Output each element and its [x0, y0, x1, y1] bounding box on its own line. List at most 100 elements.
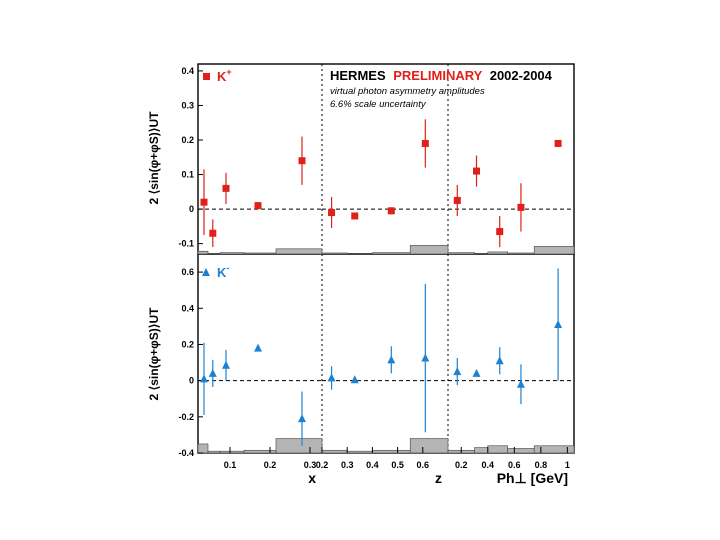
p6-systematic-band: [487, 445, 508, 454]
p3-systematic-band: [474, 253, 489, 255]
p3-data-point: [554, 139, 562, 147]
p4-y-tick-label: 0.4: [181, 303, 194, 313]
p4-y-tick-label: 0.6: [181, 267, 194, 277]
p3-systematic-band: [507, 252, 535, 255]
p6-x-tick-label: 0.2: [455, 460, 468, 470]
p6-systematic-band: [533, 445, 575, 454]
p4-systematic-band: [207, 450, 221, 454]
p4-data-point: [208, 368, 217, 377]
p1-data-point: [298, 157, 306, 165]
p4-y-tick-label: -0.4: [178, 448, 194, 458]
p6-data-point: [554, 320, 563, 329]
p4-y-tick-label: 0: [189, 376, 194, 386]
legend-kplus-label: K+: [217, 67, 232, 84]
header-line: HERMES PRELIMINARY 2002-2004: [330, 68, 553, 83]
p5-x-axis-label: z: [435, 470, 442, 486]
p1-data-point: [222, 184, 230, 192]
p1-data-point: [200, 198, 208, 206]
p4-data-point: [200, 374, 208, 383]
p4-data-point: [222, 360, 230, 369]
p4-y-tick-label: -0.2: [178, 412, 194, 422]
p5-x-tick-label: 0.3: [341, 460, 354, 470]
p5-systematic-band: [372, 449, 411, 454]
p3-data-point: [517, 203, 525, 211]
p4-systematic-band: [243, 449, 277, 454]
p5-systematic-band: [346, 450, 373, 454]
header-years: 2002-2004: [490, 68, 553, 83]
legend-kminus-marker: [202, 268, 210, 276]
p5-data-point: [421, 353, 430, 362]
p4-x-axis-label: x: [308, 470, 316, 486]
p2-systematic-band: [409, 245, 449, 255]
legend-kplus-sup: +: [226, 67, 231, 77]
p1-y-tick-label: 0.1: [181, 170, 194, 180]
p3-data-point: [473, 167, 481, 175]
p4-systematic-band: [219, 450, 245, 454]
header-note-amplitudes: virtual photon asymmetry amplitudes: [330, 86, 485, 97]
p4-data-point: [298, 414, 306, 423]
p2-data-point: [328, 209, 336, 217]
p3-systematic-band: [447, 252, 475, 255]
p6-x-tick-label: 0.4: [482, 460, 495, 470]
p1-y-tick-label: 0.2: [181, 135, 194, 145]
p2-systematic-band: [372, 252, 411, 255]
p6-x-tick-label: 0.6: [508, 460, 521, 470]
legend-kminus-label: K-: [217, 263, 229, 280]
p6-systematic-band: [474, 447, 489, 454]
legend-kminus-sup: -: [226, 263, 229, 273]
p4-data-point: [254, 343, 262, 352]
p5-data-point: [350, 375, 359, 384]
p1-y-tick-label: 0.4: [181, 66, 194, 76]
p2-systematic-band: [321, 252, 348, 255]
p1-data-point: [209, 229, 217, 237]
p1-systematic-band: [207, 253, 221, 255]
p5-systematic-band: [409, 438, 449, 454]
legend-kminus-base: K: [217, 265, 227, 280]
p4-systematic-band: [275, 438, 323, 454]
p6-data-point: [472, 368, 481, 377]
p3-systematic-band: [487, 251, 508, 255]
p6-systematic-band: [507, 448, 535, 454]
p6-data-point: [453, 367, 462, 376]
p1-y-tick-label: 0: [189, 204, 194, 214]
p6-x-axis-label: Ph⊥ [GeV]: [497, 470, 568, 486]
p1-systematic-band: [243, 252, 277, 255]
p2-data-point: [421, 139, 429, 147]
p4-x-tick-label: 0.2: [264, 460, 277, 470]
p1-systematic-band: [275, 248, 323, 255]
p1-systematic-band: [197, 250, 209, 255]
p3-data-point: [496, 228, 504, 236]
p5-data-point: [327, 373, 336, 382]
header-experiment: HERMES: [330, 68, 386, 83]
p5-x-tick-label: 0.5: [391, 460, 404, 470]
p4-x-tick-label: 0.3: [304, 460, 317, 470]
p3-systematic-band: [533, 246, 575, 255]
p1-y-tick-label: 0.3: [181, 100, 194, 110]
header-note-scale: 6.6% scale uncertainty: [330, 99, 427, 110]
legend-kplus-base: K: [217, 69, 227, 84]
p6-data-point: [495, 356, 504, 365]
p5-data-point: [387, 355, 396, 364]
p4-x-tick-label: 0.1: [224, 460, 237, 470]
p5-systematic-band: [321, 449, 348, 454]
p6-data-point: [516, 379, 525, 388]
p1-y-tick-label: -0.1: [178, 239, 194, 249]
legend-kplus-marker: [203, 73, 210, 80]
bottom-plot-frame: [197, 253, 575, 454]
bottom-y-axis-label: 2 ⟨sin(φ+φS)⟩UT: [147, 307, 161, 401]
p3-data-point: [453, 196, 461, 204]
top-y-axis-label: 2 ⟨sin(φ+φS)⟩UT: [147, 111, 161, 205]
p5-x-tick-label: 0.2: [316, 460, 329, 470]
p1-systematic-band: [219, 252, 245, 255]
p5-x-tick-label: 0.6: [417, 460, 430, 470]
p1-data-point: [254, 202, 262, 210]
p5-x-tick-label: 0.4: [366, 460, 379, 470]
header-preliminary: PRELIMINARY: [393, 68, 482, 83]
p6-x-tick-label: 0.8: [535, 460, 548, 470]
p2-data-point: [387, 207, 395, 215]
p4-y-tick-label: 0.2: [181, 339, 194, 349]
p2-data-point: [351, 212, 359, 220]
p6-x-tick-label: 1: [565, 460, 570, 470]
p4-systematic-band: [197, 443, 209, 454]
